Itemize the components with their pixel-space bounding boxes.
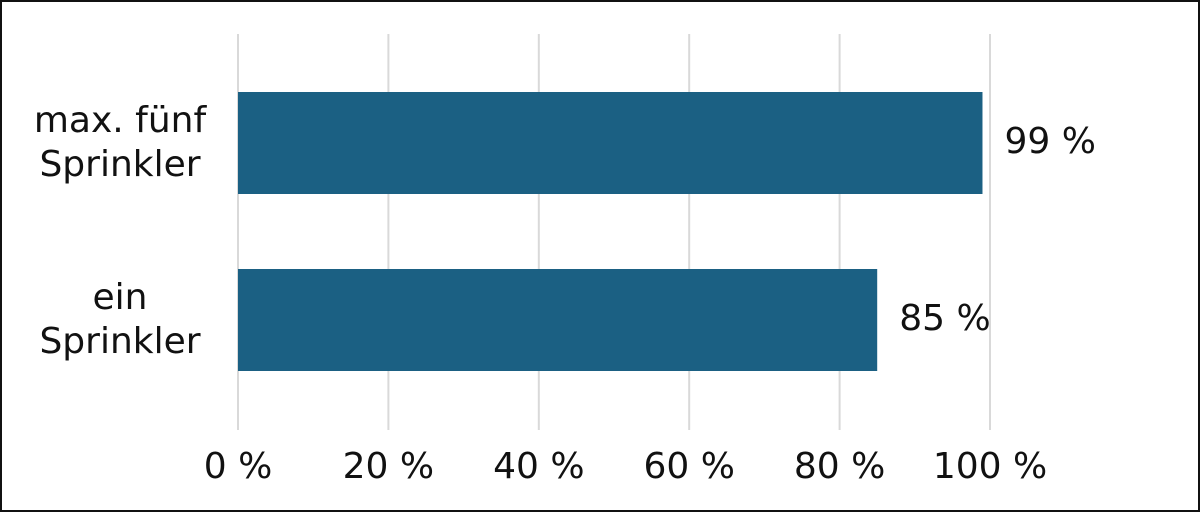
bar: [238, 92, 983, 194]
x-tick-label: 80 %: [794, 446, 885, 487]
value-label: 85 %: [899, 298, 990, 339]
x-tick-label: 40 %: [493, 446, 584, 487]
x-tick-label: 0 %: [204, 446, 273, 487]
y-tick-label: max. fünf Sprinkler: [33, 100, 207, 185]
value-label: 99 %: [1004, 121, 1095, 162]
x-tick-label: 100 %: [933, 446, 1047, 487]
x-tick-label: 60 %: [643, 446, 734, 487]
bar: [238, 269, 878, 371]
y-tick-label: ein Sprinkler: [39, 277, 201, 362]
x-tick-label: 20 %: [343, 446, 434, 487]
